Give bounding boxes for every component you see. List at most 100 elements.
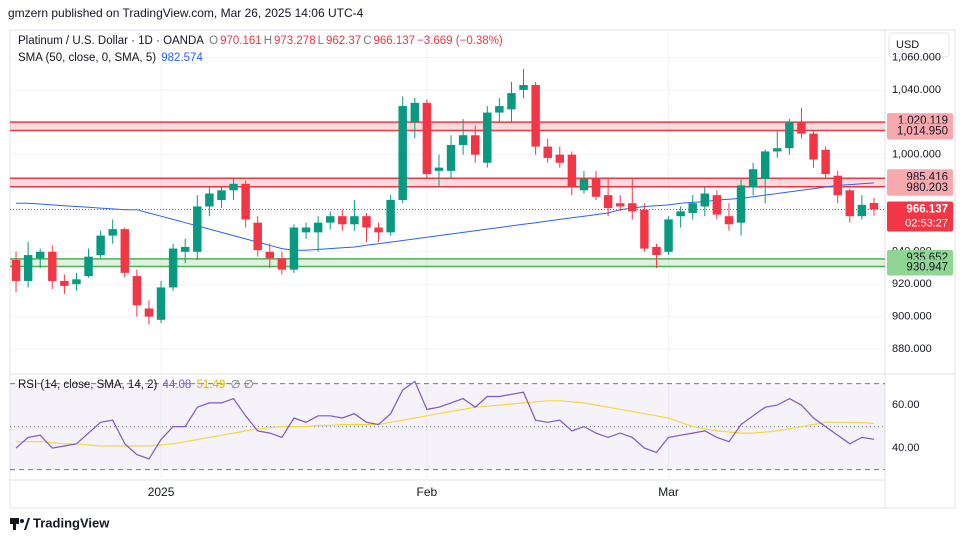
price-label: 966.137 [906, 204, 948, 216]
candle-body [35, 251, 45, 259]
candle-body [543, 146, 552, 158]
y-tick-label: 920.000 [892, 278, 932, 290]
rsi-legend: RSI (14, close, SMA, 14, 2) 44.08 51.49 … [18, 377, 256, 391]
candle-body [84, 256, 93, 277]
candle-body [591, 178, 601, 197]
candle-body [156, 287, 166, 320]
rsi-name: RSI (14, close, SMA, 14, 2) [18, 379, 158, 391]
candle-body [120, 229, 130, 273]
level-label: 930.947 [906, 261, 948, 273]
candle-body [603, 195, 613, 209]
y-tick-label: 1,000.000 [892, 149, 941, 161]
candle-body [434, 167, 444, 171]
candle-body [857, 204, 867, 217]
x-tick-label: Mar [658, 485, 679, 499]
sma-name: SMA (50, close, 0, SMA, 5) [18, 52, 157, 64]
candle-body [712, 195, 722, 215]
currency-button[interactable] [888, 32, 950, 58]
price-label-box [887, 201, 953, 232]
candle-body [748, 169, 758, 188]
candle-body [628, 203, 637, 212]
x-tick-label: Feb [417, 485, 438, 499]
candle-body [108, 229, 117, 236]
y-tick-label: 1,060.000 [892, 51, 941, 63]
tv-logo [10, 518, 30, 530]
ohlc-value: 962.37 [326, 35, 362, 47]
candle-body [809, 133, 818, 160]
candle-body [229, 183, 238, 191]
ohlc-prefix: H [263, 35, 273, 47]
rsi-line [15, 380, 875, 460]
level-band [10, 178, 885, 187]
ohlc-value: 973.278 [274, 35, 316, 47]
candle-body [386, 200, 395, 233]
level-label-box [887, 123, 953, 140]
candle-body [519, 85, 528, 90]
rsi-line [16, 400, 875, 447]
candle-body [422, 102, 432, 175]
candle-body [458, 135, 468, 145]
candle-body [144, 308, 154, 317]
candle-body [567, 154, 577, 188]
y-tick-label: 60.00 [892, 399, 920, 411]
candle-body [446, 144, 456, 171]
rsi-signal-value: 51.49 [196, 379, 226, 391]
candle-body [845, 190, 855, 217]
currency[interactable]: USD [896, 39, 919, 51]
candle-body [760, 151, 770, 179]
published-note: gmzern published on TradingView.com, Mar… [8, 6, 364, 20]
candle-body [664, 219, 673, 252]
chart-frame [9, 29, 956, 509]
candle-body [676, 211, 685, 217]
candle-body [495, 106, 504, 113]
candle-body [96, 235, 105, 256]
level-label-box [887, 259, 953, 276]
candle-body [507, 93, 516, 110]
candle-body [483, 112, 492, 163]
candle-body [724, 216, 734, 225]
candle-body [833, 175, 842, 196]
candle-body [555, 154, 565, 163]
rsi-extra: ∅ ∅ [230, 379, 254, 391]
candle-body [869, 202, 879, 210]
candle-body [362, 216, 371, 228]
candle-body [289, 227, 299, 270]
change: −3.669 (−0.38%) [417, 35, 503, 47]
candle-body [132, 276, 142, 306]
level-label-box [887, 179, 953, 196]
candle-body [410, 102, 420, 123]
candle-body [797, 122, 806, 134]
candle-body [398, 106, 407, 200]
candle-body [217, 190, 226, 200]
candle-body [531, 85, 540, 147]
candle-body [640, 209, 649, 249]
candle-body [579, 178, 589, 191]
candle-body [470, 135, 480, 155]
candle-body [168, 248, 178, 288]
ohlc-prefix: C [363, 35, 372, 47]
candle-body [72, 279, 81, 285]
symbol-legend: Platinum / U.S. Dollar · 1D · OANDA O 970… [18, 35, 507, 47]
candle-body [773, 148, 782, 152]
candle-body [48, 251, 57, 281]
ohlc-prefix: L [317, 35, 324, 47]
candle-body [313, 222, 323, 233]
y-tick-label: 40.00 [892, 442, 920, 454]
y-tick-label: 900.000 [892, 310, 932, 322]
candle-body [241, 183, 250, 220]
sma-legend: SMA (50, close, 0, SMA, 5) 982.574 [18, 52, 205, 64]
candle-body [60, 280, 69, 286]
candle-body [180, 246, 190, 252]
candle-body [277, 258, 287, 270]
candle-body [253, 222, 262, 251]
candle-body [265, 251, 275, 259]
x-tick-label: 2025 [148, 485, 175, 499]
y-tick-label: 1,040.000 [892, 84, 941, 96]
sma-line [16, 182, 875, 251]
level-label: 1,014.950 [897, 125, 948, 137]
candle-body [688, 203, 697, 213]
candle-body [736, 185, 746, 223]
ohlc-value: 970.161 [220, 35, 262, 47]
